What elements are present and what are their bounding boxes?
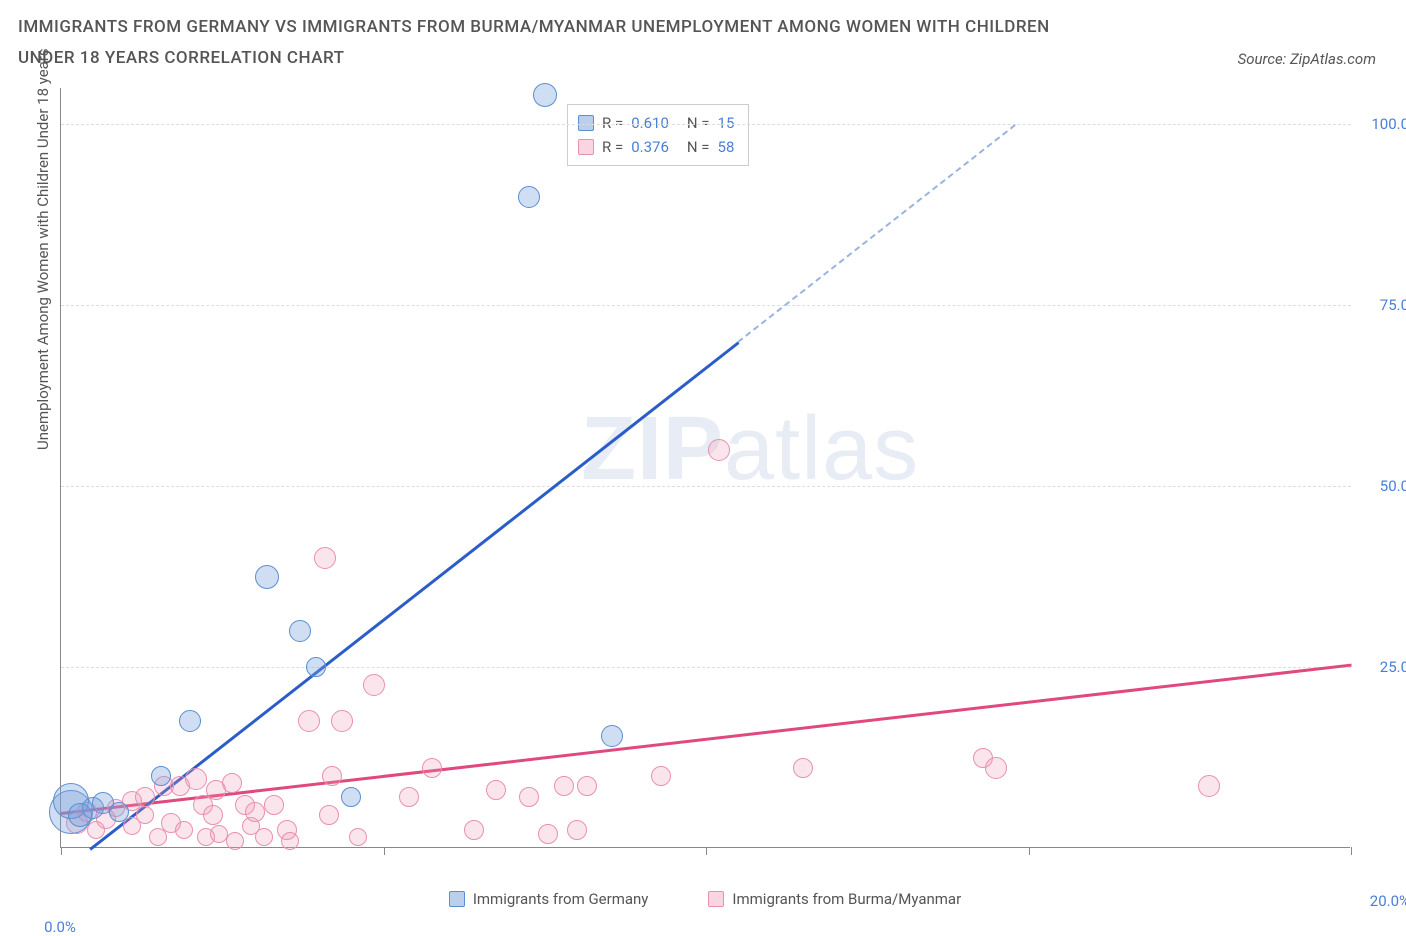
- stats-row: R = 0.376 N = 58: [578, 135, 734, 159]
- data-point: [109, 802, 129, 822]
- y-tick-label: 25.0%: [1360, 658, 1406, 676]
- data-point: [518, 186, 540, 208]
- trendline: [61, 663, 1351, 814]
- trendline: [738, 124, 1017, 343]
- y-tick-label: 100.0%: [1360, 115, 1406, 133]
- legend-swatch-blue: [449, 891, 465, 907]
- x-tick: [1351, 847, 1352, 855]
- data-point: [255, 828, 273, 846]
- data-point: [314, 547, 336, 569]
- data-point: [519, 787, 539, 807]
- data-point: [422, 758, 442, 778]
- data-point: [245, 802, 265, 822]
- stats-n-label: N =: [687, 135, 710, 159]
- chart-container: ZIPatlas R =0.610N =15R =0.376N =58 25.0…: [60, 88, 1350, 878]
- data-point: [281, 832, 299, 850]
- x-tick-label-max: 20.0%: [1370, 892, 1406, 910]
- data-point: [349, 828, 367, 846]
- data-point: [486, 780, 506, 800]
- gridline: [61, 305, 1351, 306]
- data-point: [538, 824, 558, 844]
- stats-n-value: 58: [718, 135, 735, 159]
- data-point: [151, 766, 171, 786]
- data-point: [554, 776, 574, 796]
- data-point: [399, 787, 419, 807]
- legend-label: Immigrants from Germany: [473, 890, 649, 908]
- data-point: [793, 758, 813, 778]
- y-tick-label: 50.0%: [1360, 477, 1406, 495]
- x-tick: [1029, 847, 1030, 855]
- stats-n-value: 15: [718, 111, 735, 135]
- data-point: [341, 787, 361, 807]
- data-point: [322, 766, 342, 786]
- data-point: [331, 710, 353, 732]
- chart-title: IMMIGRANTS FROM GERMANY VS IMMIGRANTS FR…: [18, 12, 1108, 73]
- data-point: [255, 565, 279, 589]
- plot-area: ZIPatlas R =0.610N =15R =0.376N =58 25.0…: [60, 88, 1350, 848]
- stats-r-value: 0.610: [631, 111, 669, 135]
- data-point: [264, 795, 284, 815]
- data-point: [985, 757, 1007, 779]
- data-point: [289, 620, 311, 642]
- x-tick: [384, 847, 385, 855]
- data-point: [185, 768, 207, 790]
- data-point: [175, 821, 193, 839]
- data-point: [306, 657, 326, 677]
- y-axis-label: Unemployment Among Women with Children U…: [34, 48, 52, 450]
- gridline: [61, 667, 1351, 668]
- data-point: [577, 776, 597, 796]
- data-point: [203, 805, 223, 825]
- data-point: [1198, 775, 1220, 797]
- data-point: [533, 83, 557, 107]
- data-point: [226, 832, 244, 850]
- data-point: [651, 766, 671, 786]
- stats-box: R = 0.610 N = 15 R = 0.376 N = 58: [567, 104, 749, 166]
- stats-r-label: R =: [602, 111, 623, 135]
- watermark-atlas: atlas: [724, 399, 919, 499]
- data-point: [567, 820, 587, 840]
- data-point: [601, 725, 623, 747]
- data-point: [135, 787, 155, 807]
- y-tick-label: 75.0%: [1360, 296, 1406, 314]
- legend-item: Immigrants from Germany: [449, 890, 649, 908]
- legend-label: Immigrants from Burma/Myanmar: [732, 890, 961, 908]
- x-tick: [706, 847, 707, 855]
- data-point: [363, 674, 385, 696]
- data-point: [708, 439, 730, 461]
- bottom-legend: Immigrants from Germany Immigrants from B…: [60, 890, 1350, 908]
- stats-swatch-blue: [578, 115, 594, 131]
- source-attribution: Source: ZipAtlas.com: [1238, 50, 1376, 68]
- data-point: [298, 710, 320, 732]
- data-point: [179, 710, 201, 732]
- stats-r-value: 0.376: [631, 135, 669, 159]
- stats-r-label: R =: [602, 135, 623, 159]
- data-point: [136, 806, 154, 824]
- legend-swatch-pink: [708, 891, 724, 907]
- legend-item: Immigrants from Burma/Myanmar: [708, 890, 961, 908]
- stats-n-label: N =: [687, 111, 710, 135]
- data-point: [222, 773, 242, 793]
- gridline: [61, 486, 1351, 487]
- data-point: [319, 805, 339, 825]
- stats-swatch-pink: [578, 139, 594, 155]
- x-tick: [61, 847, 62, 855]
- x-tick-label-min: 0.0%: [44, 918, 76, 936]
- gridline: [61, 124, 1351, 125]
- stats-row: R = 0.610 N = 15: [578, 111, 734, 135]
- data-point: [464, 820, 484, 840]
